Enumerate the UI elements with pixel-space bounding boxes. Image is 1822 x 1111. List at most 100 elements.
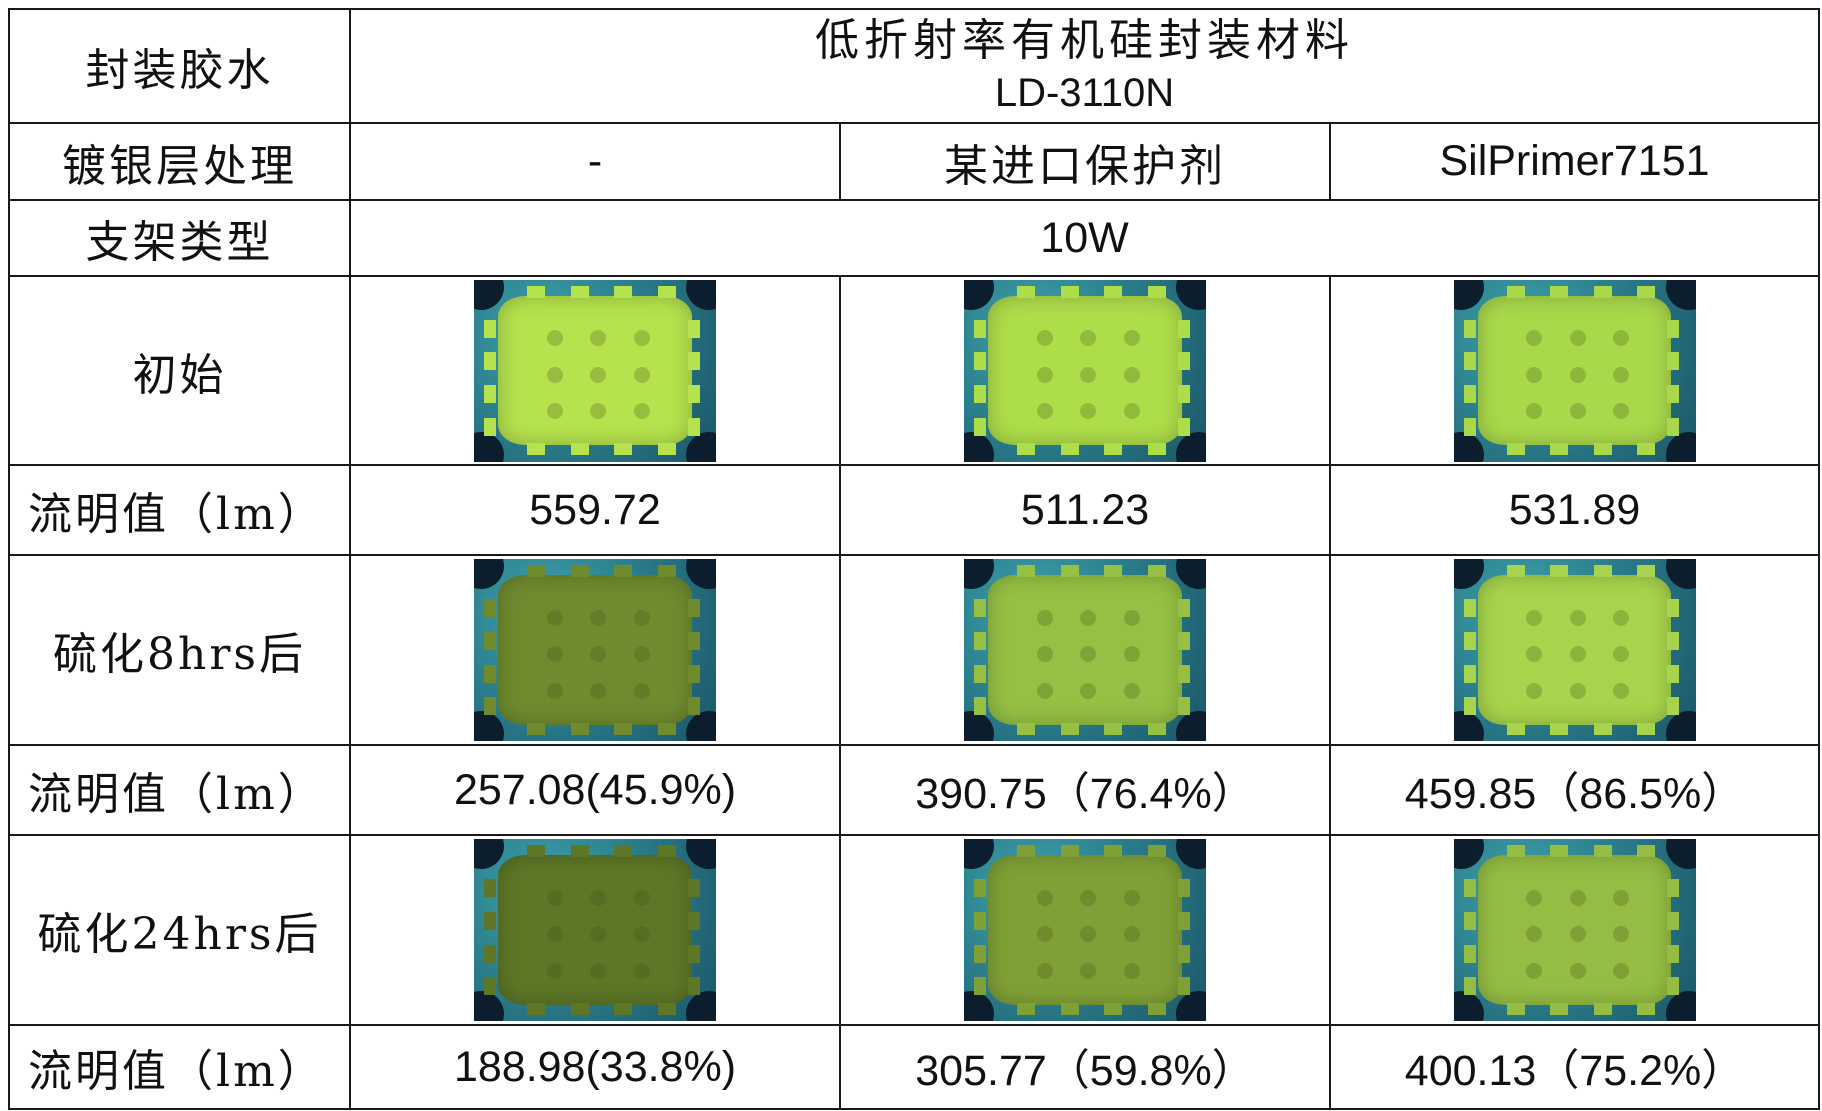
led-die <box>1123 682 1140 699</box>
chip-pad <box>974 385 987 404</box>
led-die <box>1123 403 1140 420</box>
chip-pad <box>1177 631 1190 650</box>
chip-pad <box>687 879 700 898</box>
chip-pad <box>1667 911 1680 930</box>
led-die <box>1036 962 1053 979</box>
lumen-value: 305.77（59.8%） <box>839 1024 1331 1110</box>
led-die <box>1080 366 1097 383</box>
led-die <box>590 330 607 347</box>
chip-pad <box>614 565 633 578</box>
led-die <box>1036 330 1053 347</box>
led-die <box>590 926 607 943</box>
chip-pad <box>1667 664 1680 683</box>
sulf8-label: 硫化8hrs后 <box>8 554 351 746</box>
led-die <box>633 366 650 383</box>
chip-pad <box>687 911 700 930</box>
led-die <box>1569 889 1586 906</box>
chip-pad <box>614 722 633 735</box>
initial-label: 初始 <box>8 275 351 466</box>
chip-pad <box>687 664 700 683</box>
chip-pad <box>484 631 497 650</box>
chip-pad <box>1550 845 1569 858</box>
chip-pad <box>614 1002 633 1015</box>
chip-pad <box>484 879 497 898</box>
chip-pad <box>1177 911 1190 930</box>
board-corner <box>474 431 504 462</box>
led-die <box>546 682 563 699</box>
led-photo-initial <box>1453 279 1696 462</box>
chip-pad <box>1060 845 1079 858</box>
chip-pad <box>1177 319 1190 338</box>
row-sulf24-lumens: 流明值（lm） 188.98(33.8%) 305.77（59.8%） 400.… <box>8 1024 1821 1110</box>
chip-pad <box>974 911 987 930</box>
board-corner <box>474 991 504 1021</box>
led-die <box>1036 646 1053 663</box>
chip-pad <box>657 285 676 298</box>
lumen-label: 流明值（lm） <box>8 1024 351 1110</box>
led-die <box>1613 330 1630 347</box>
board-corner <box>474 559 504 589</box>
encapsulant-label: 封装胶水 <box>8 8 351 124</box>
led-die <box>1080 889 1097 906</box>
led-die <box>1613 889 1630 906</box>
led-photo-sulf24 <box>474 839 716 1021</box>
chip-pad <box>687 977 700 996</box>
led-die <box>590 682 607 699</box>
board-corner <box>964 431 994 462</box>
led-die <box>1123 330 1140 347</box>
led-die <box>1526 926 1543 943</box>
chip-pad <box>1463 417 1476 436</box>
led-die <box>1526 366 1543 383</box>
led-die <box>1569 330 1586 347</box>
led-die <box>590 646 607 663</box>
board-corner <box>686 711 716 741</box>
board-corner <box>686 991 716 1021</box>
treatment-cell: - <box>349 122 841 201</box>
led-die <box>1036 926 1053 943</box>
chip-pad <box>1463 977 1476 996</box>
board-corner <box>1665 839 1696 869</box>
led-die <box>546 330 563 347</box>
chip-pad <box>484 977 497 996</box>
chip-pad <box>484 944 497 963</box>
chip-pad <box>1593 565 1612 578</box>
chip-pad <box>1667 319 1680 338</box>
board-corner <box>964 559 994 589</box>
chip-pad <box>1177 944 1190 963</box>
led-die <box>1569 962 1586 979</box>
chip-pad <box>484 385 497 404</box>
chip-pad <box>570 443 589 456</box>
led-die <box>633 889 650 906</box>
chip-pad <box>1147 443 1166 456</box>
chip-pad <box>1104 1002 1123 1015</box>
board-corner <box>686 279 716 310</box>
chip-pad <box>974 879 987 898</box>
board-corner <box>686 559 716 589</box>
row-encapsulant: 封装胶水 低折射率有机硅封装材料 LD-3110N <box>8 8 1821 124</box>
silver-treatment-label: 镀银层处理 <box>8 122 351 201</box>
board-corner <box>1176 279 1206 310</box>
led-die <box>1080 682 1097 699</box>
chip-pad <box>974 944 987 963</box>
chip-pad <box>1060 285 1079 298</box>
chip-pad <box>974 599 987 618</box>
chip-pad <box>614 845 633 858</box>
chip-pad <box>1550 722 1569 735</box>
chip-pad <box>1637 285 1656 298</box>
chip-pad <box>1550 565 1569 578</box>
chip-pad <box>1463 631 1476 650</box>
led-die <box>1569 682 1586 699</box>
chip-pad <box>1017 285 1036 298</box>
chip-pad <box>1463 599 1476 618</box>
row-sulf8-photos: 硫化8hrs后 <box>8 554 1821 746</box>
led-die <box>1123 926 1140 943</box>
chip-pad <box>1667 417 1680 436</box>
chip-pad <box>1463 319 1476 338</box>
photo-cell <box>839 275 1331 466</box>
phosphor-chip <box>988 575 1182 725</box>
led-die <box>1123 889 1140 906</box>
led-die <box>1526 962 1543 979</box>
led-die <box>546 366 563 383</box>
chip-pad <box>1637 565 1656 578</box>
chip-pad <box>1017 845 1036 858</box>
